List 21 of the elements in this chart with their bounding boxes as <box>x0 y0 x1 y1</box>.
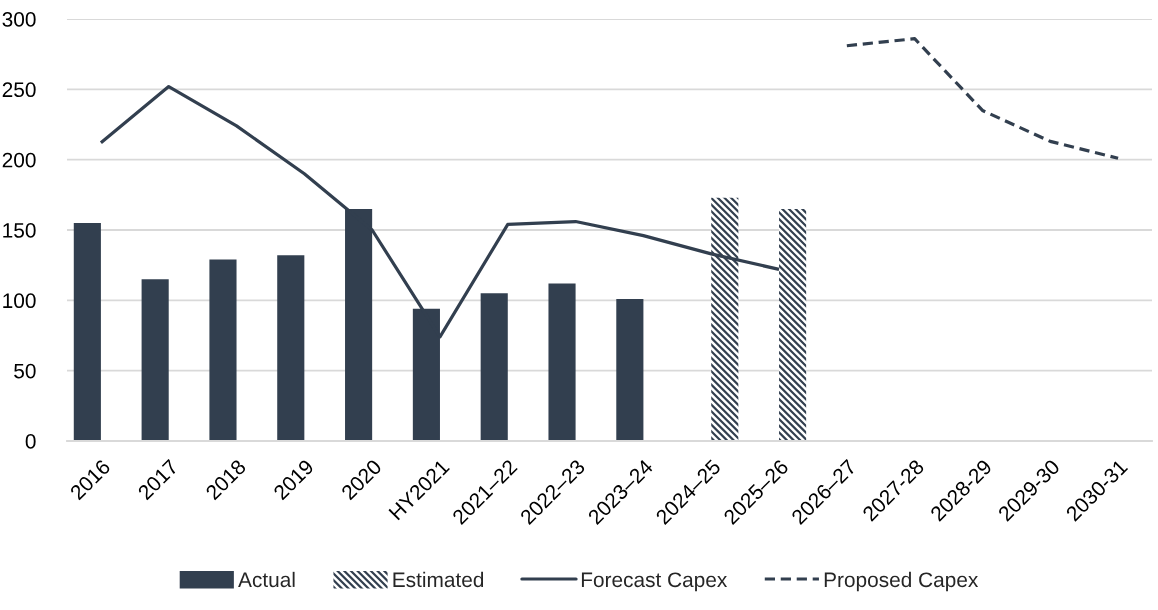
line-series <box>845 37 1120 160</box>
bar <box>480 293 508 441</box>
y-tick-label: 0 <box>25 434 36 449</box>
y-tick-label: 100 <box>3 293 36 309</box>
bar <box>209 259 237 441</box>
y-tick-label: 150 <box>3 223 36 238</box>
y-tick-label: 200 <box>2 152 36 168</box>
legend-label: Actual <box>238 571 295 588</box>
bar <box>73 222 101 441</box>
bar <box>141 279 169 441</box>
legend-label: Proposed Capex <box>824 571 979 592</box>
bar <box>711 197 739 441</box>
bar <box>277 255 305 441</box>
legend-label: Forecast Capex <box>581 572 728 592</box>
bar <box>548 283 576 441</box>
y-tick-label: 250 <box>2 82 36 98</box>
legend-label: Estimated <box>393 571 484 588</box>
y-tick-label: 50 <box>14 363 36 379</box>
bar <box>616 298 644 441</box>
bar <box>779 208 807 441</box>
y-tick-label: 300 <box>2 12 36 27</box>
